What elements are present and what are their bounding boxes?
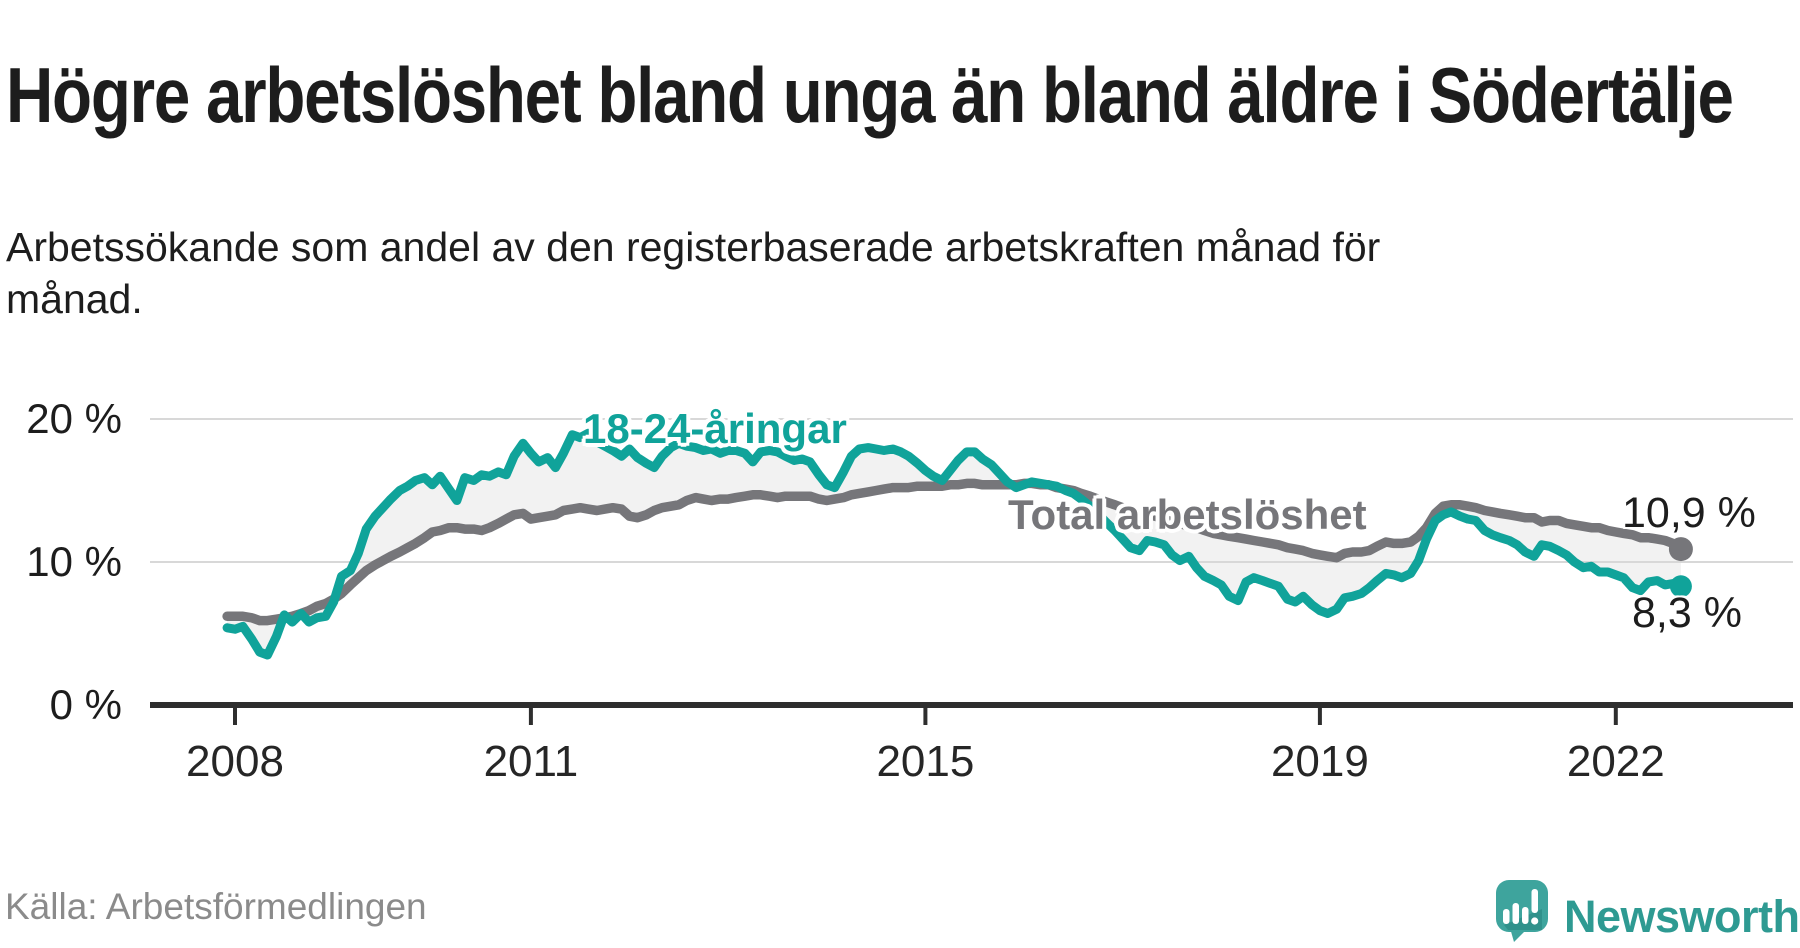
x-axis-tick-label: 2015 [876,737,975,786]
x-axis-tick-label: 2008 [186,737,284,786]
y-axis-tick-label: 0 % [49,681,122,728]
newsworthy-logo-icon [1496,880,1548,942]
end-dot-total [1668,537,1693,562]
x-axis-tick-label: 2019 [1270,737,1369,786]
band-between-series [227,433,1681,655]
end-value-label-young: 8,3 % [1632,589,1742,637]
line-18-24-aringar [222,428,1686,660]
series-label-young: 18-24-åringar [583,405,847,452]
x-axis-tick-label: 2022 [1566,737,1665,786]
newsworthy-wordmark: Newsworthy [1564,890,1800,942]
end-value-label-total: 10,9 % [1622,489,1756,537]
page-subtitle: Arbetssökande som andel av den registerb… [6,224,1381,323]
brand-logo-lockup: Newsworthy [1492,878,1800,944]
y-axis-tick-label: 10 % [26,538,122,585]
end-dot-young [1669,575,1692,598]
page-title: Högre arbetslöshet bland unga än bland ä… [6,51,1734,140]
source-note: Källa: Arbetsförmedlingen [5,886,427,927]
x-axis-tick-label: 2011 [483,737,579,786]
line-total-arbetsloshet [222,478,1686,626]
series-label-total: Total arbetslöshet [1008,491,1367,538]
y-axis-tick-label: 20 % [26,395,122,442]
